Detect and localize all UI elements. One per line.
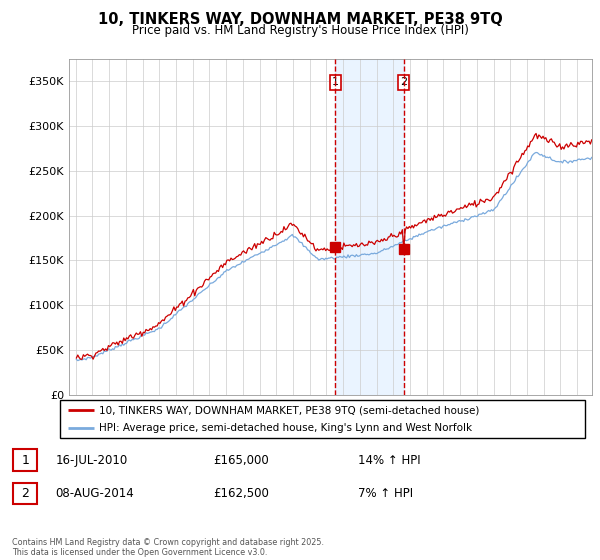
- Text: 10, TINKERS WAY, DOWNHAM MARKET, PE38 9TQ (semi-detached house): 10, TINKERS WAY, DOWNHAM MARKET, PE38 9T…: [100, 405, 480, 415]
- Text: HPI: Average price, semi-detached house, King's Lynn and West Norfolk: HPI: Average price, semi-detached house,…: [100, 423, 473, 433]
- Text: £165,000: £165,000: [214, 454, 269, 466]
- Text: 14% ↑ HPI: 14% ↑ HPI: [358, 454, 420, 466]
- Text: 1: 1: [22, 454, 29, 466]
- Text: 7% ↑ HPI: 7% ↑ HPI: [358, 487, 413, 500]
- Text: Contains HM Land Registry data © Crown copyright and database right 2025.
This d: Contains HM Land Registry data © Crown c…: [12, 538, 324, 557]
- Text: 2: 2: [400, 77, 407, 87]
- Text: 2: 2: [22, 487, 29, 500]
- Text: 1: 1: [332, 77, 339, 87]
- Bar: [13, 450, 37, 470]
- Bar: [13, 483, 37, 503]
- Text: Price paid vs. HM Land Registry's House Price Index (HPI): Price paid vs. HM Land Registry's House …: [131, 24, 469, 37]
- Text: 16-JUL-2010: 16-JUL-2010: [55, 454, 127, 466]
- Text: 10, TINKERS WAY, DOWNHAM MARKET, PE38 9TQ: 10, TINKERS WAY, DOWNHAM MARKET, PE38 9T…: [98, 12, 502, 27]
- Text: 08-AUG-2014: 08-AUG-2014: [55, 487, 134, 500]
- Bar: [335, 59, 404, 395]
- Text: £162,500: £162,500: [214, 487, 269, 500]
